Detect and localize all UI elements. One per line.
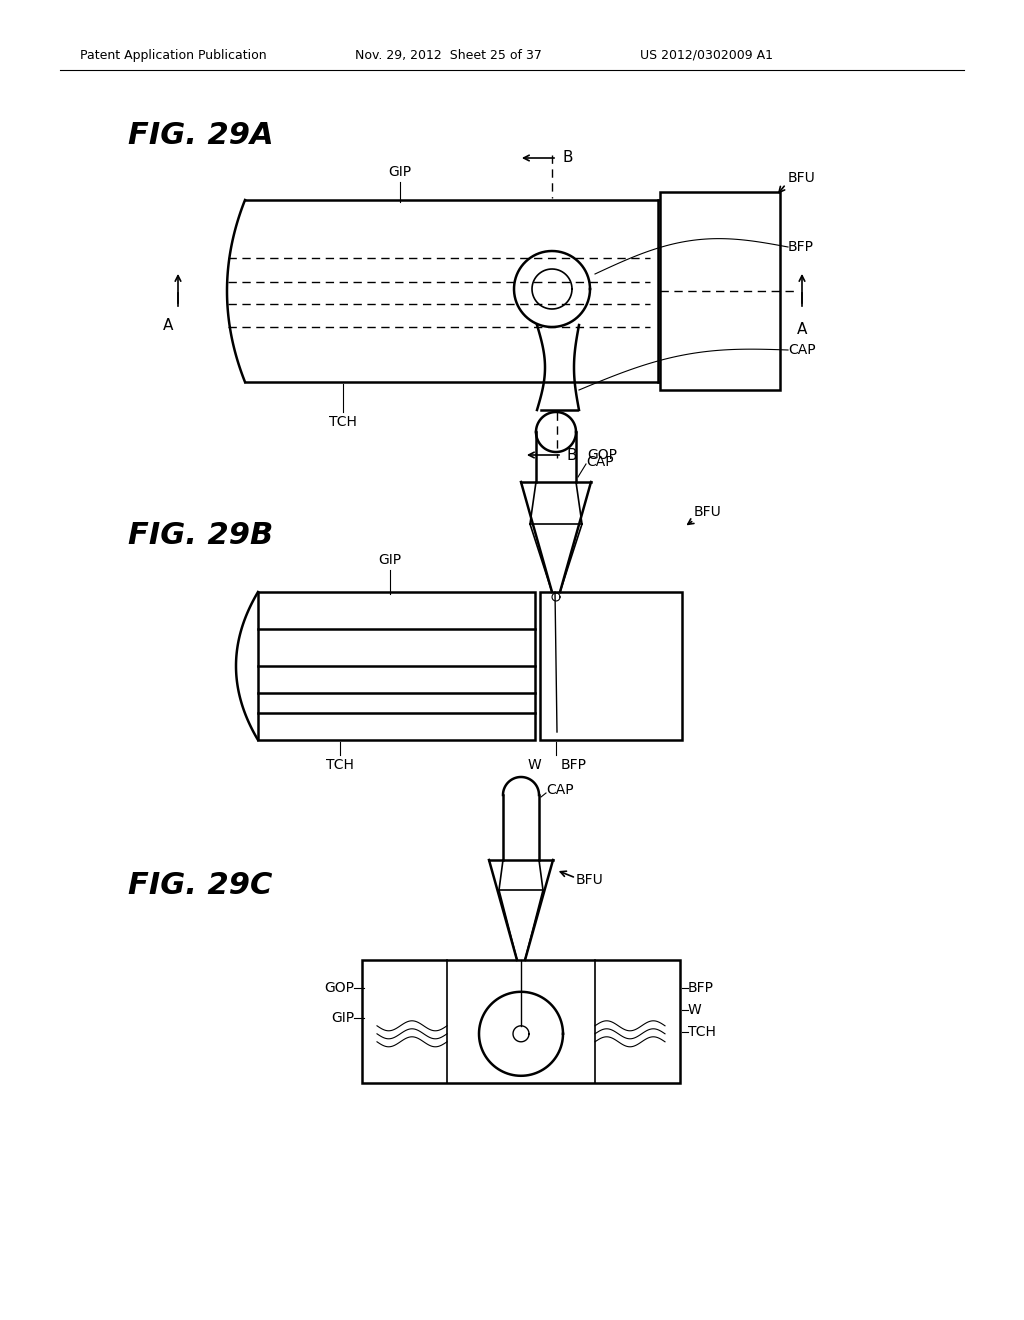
Text: TCH: TCH [688, 1026, 716, 1039]
Text: Patent Application Publication: Patent Application Publication [80, 49, 266, 62]
Text: GOP: GOP [587, 447, 617, 462]
Text: GIP: GIP [379, 553, 401, 568]
Text: FIG. 29C: FIG. 29C [128, 870, 272, 899]
Bar [362, 960, 680, 1082]
Text: CAP: CAP [788, 343, 816, 356]
Bar [660, 191, 780, 389]
Text: BFU: BFU [788, 172, 816, 185]
Text: BFP: BFP [688, 981, 714, 995]
Text: TCH: TCH [326, 758, 354, 772]
Text: A: A [163, 318, 173, 334]
Bar [258, 591, 535, 741]
Text: W: W [527, 758, 541, 772]
Text: FIG. 29A: FIG. 29A [128, 120, 273, 149]
Text: W: W [688, 1003, 701, 1016]
Text: Nov. 29, 2012  Sheet 25 of 37: Nov. 29, 2012 Sheet 25 of 37 [355, 49, 542, 62]
Text: B: B [562, 150, 572, 165]
Text: TCH: TCH [329, 414, 357, 429]
Text: A: A [797, 322, 807, 337]
Text: US 2012/0302009 A1: US 2012/0302009 A1 [640, 49, 773, 62]
Text: B: B [567, 447, 578, 462]
Text: CAP: CAP [546, 783, 573, 797]
Text: CAP: CAP [586, 455, 613, 469]
Text: BFU: BFU [694, 506, 722, 519]
Text: BFP: BFP [788, 240, 814, 253]
Text: GIP: GIP [331, 1011, 354, 1026]
Text: GIP: GIP [388, 165, 412, 180]
Text: FIG. 29B: FIG. 29B [128, 520, 273, 549]
Text: BFP: BFP [561, 758, 587, 772]
Text: GOP: GOP [324, 981, 354, 995]
Text: BFU: BFU [575, 873, 604, 887]
Bar [540, 591, 682, 741]
